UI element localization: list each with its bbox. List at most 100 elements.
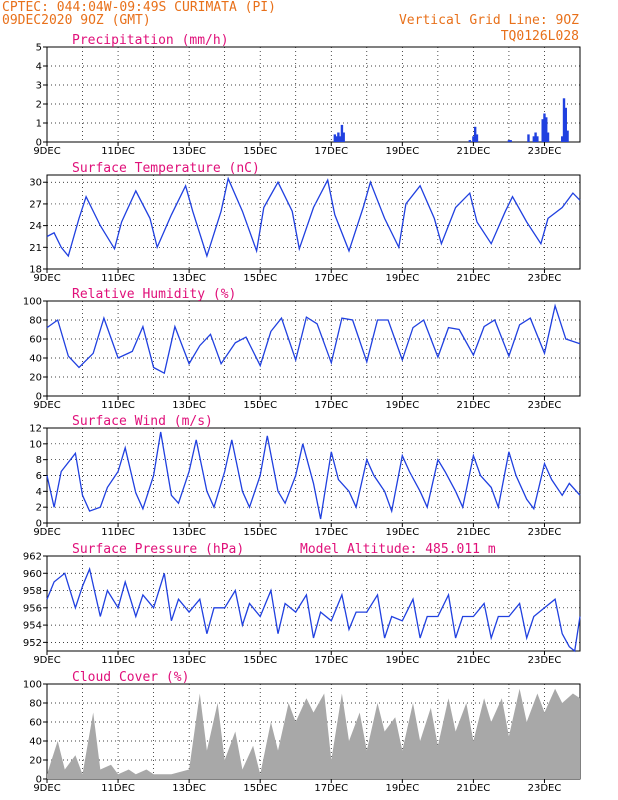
press-series-line [46,566,581,653]
temp-xtick-label: 15DEC [243,273,277,284]
cloud-panel: Cloud Cover (%) 0 20 40 60 80 100 9DEC 11DEC 13DE… [23,670,581,794]
cloud-ytick-label: 20 [29,756,42,767]
precip-bar [337,132,340,142]
press-xtick-label: 13DEC [172,655,206,666]
press-xtick-label: 9DEC [33,655,60,666]
cloud-xtick-label: 9DEC [33,783,60,794]
rh-xtick-label: 19DEC [385,400,419,411]
wind-ytick-label: 0 [36,519,42,530]
precip-bar [509,140,512,142]
precip-xtick-label: 15DEC [243,146,277,157]
press-ytick-label: 954 [23,621,42,632]
temp-panel: Surface Temperature (nC) 18 21 24 27 30 9DEC 11… [29,161,581,284]
rh-xtick-label: 17DEC [314,400,348,411]
rh-xtick-label: 11DEC [101,400,135,411]
precip-bar [543,113,546,142]
wind-xtick-label: 15DEC [243,527,277,538]
header: CPTEC: 044:04W-09:49S CURIMATA (PI) 09DE… [2,0,579,44]
press-ytick-label: 952 [23,638,42,649]
temp-xtick-label: 13DEC [172,273,206,284]
temp-ytick-label: 24 [29,221,42,232]
precip-bar [468,140,472,142]
precip-ytick-label: 4 [36,62,42,73]
rh-ytick-label: 0 [36,392,42,403]
precip-bar [546,132,550,142]
wind-ytick-label: 10 [29,439,42,450]
wind-panel: Surface Wind (m/s) 0 2 4 6 8 10 12 9DEC 11DEC 13DE… [29,414,581,538]
cloud-ytick-label: 0 [36,775,42,786]
panels: Precipitation (mm/h) 0 12 3 4 5 9DEC 11DEC 13DEC… [23,33,581,794]
precip-xtick-label: 19DEC [385,146,419,157]
wind-ytick-label: 4 [36,487,42,498]
wind-frame [46,427,581,524]
precip-xtick-label: 9DEC [33,146,60,157]
rh-xtick-label: 13DEC [172,400,206,411]
precip-bar [534,132,537,142]
rh-frame [46,300,581,397]
wind-ytick-label: 6 [36,471,42,482]
precip-bar [541,119,544,142]
cloud-ytick-label: 40 [29,737,42,748]
rh-series-line [46,303,581,375]
press-frame [46,555,581,652]
rh-title: Relative Humidity (%) [72,287,236,302]
wind-ytick-label: 12 [29,424,42,435]
press-panel: Surface Pressure (hPa) Model Altitude: 48… [23,542,581,666]
rh-ytick-label: 20 [29,373,42,384]
precip-bar [475,134,479,142]
cloud-title: Cloud Cover (%) [72,670,189,685]
precip-xtick-label: 21DEC [457,146,491,157]
cloud-ytick-label: 60 [29,718,42,729]
temp-frame [46,174,581,270]
press-xtick-label: 21DEC [457,655,491,666]
temp-title: Surface Temperature (nC) [72,161,260,176]
press-ytick-label: 962 [23,552,42,563]
temp-xtick-label: 11DEC [101,273,135,284]
rh-xtick-label: 21DEC [457,400,491,411]
precip-bar [338,136,342,142]
precip-bar [566,130,569,142]
press-ytick-label: 956 [23,603,42,614]
precip-frame [46,46,581,143]
precip-xtick-label: 23DEC [528,146,562,157]
wind-ytick-label: 2 [36,503,42,514]
header-date: 09DEC2020 9OZ (GMT) [2,13,151,28]
precip-bar [564,107,567,142]
cloud-xtick-label: 19DEC [385,783,419,794]
precip-ytick-label: 2 [36,100,42,111]
precip-bar [333,134,337,142]
rh-ytick-label: 100 [23,297,42,308]
press-xtick-label: 23DEC [528,655,562,666]
press-title: Surface Pressure (hPa) [72,542,244,557]
precip-ytick-label: 3 [36,81,42,92]
precip-bar [335,136,338,142]
wind-xtick-label: 23DEC [528,527,562,538]
precip-xtick-label: 13DEC [172,146,206,157]
precip-ytick-label: 5 [36,43,42,54]
precip-title: Precipitation (mm/h) [72,33,229,48]
rh-ytick-label: 60 [29,335,42,346]
temp-xtick-label: 21DEC [457,273,491,284]
rh-ytick-label: 80 [29,316,42,327]
cloud-ytick-label: 80 [29,699,42,710]
precip-bar [507,140,511,142]
precip-xtick-label: 11DEC [101,146,135,157]
precip-bar [562,98,566,142]
cloud-xtick-label: 11DEC [101,783,135,794]
wind-xtick-label: 17DEC [314,527,348,538]
header-station: CPTEC: 044:04W-09:49S CURIMATA (PI) [2,0,276,15]
precip-bar [340,124,344,142]
cloud-ytick-label: 100 [23,680,42,691]
precip-ytick-label: 0 [36,138,42,149]
wind-title: Surface Wind (m/s) [72,414,213,429]
cloud-xtick-label: 15DEC [243,783,277,794]
press-xtick-label: 15DEC [243,655,277,666]
temp-ytick-label: 27 [29,199,42,210]
precip-bar [527,134,530,142]
precip-bar [545,117,548,142]
rh-ytick-label: 40 [29,354,42,365]
precip-xtick-label: 17DEC [314,146,348,157]
temp-xtick-label: 17DEC [314,273,348,284]
wind-xtick-label: 13DEC [172,527,206,538]
cloud-xtick-label: 23DEC [528,783,562,794]
